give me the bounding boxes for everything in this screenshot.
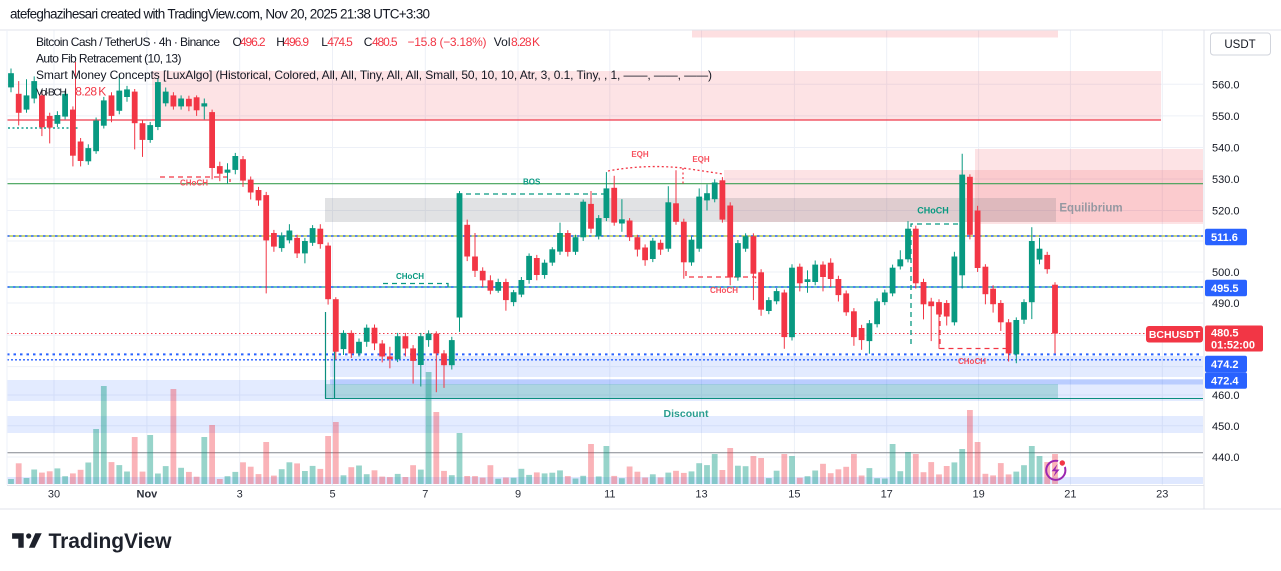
svg-text:CHoCH: CHoCH	[958, 357, 986, 366]
svg-text:Nov: Nov	[137, 489, 159, 501]
svg-text:21: 21	[1064, 489, 1076, 501]
svg-text:CHoCH: CHoCH	[396, 272, 424, 281]
svg-text:17: 17	[881, 489, 893, 501]
svg-text:30: 30	[48, 489, 60, 501]
svg-text:Bitcoin Cash / TetherUS · 4h ·: Bitcoin Cash / TetherUS · 4h · Binance	[36, 35, 220, 49]
svg-text:480.5: 480.5	[1211, 328, 1239, 340]
svg-text:11: 11	[604, 489, 615, 501]
svg-text:511.6: 511.6	[1211, 232, 1238, 244]
svg-text:CHoCH: CHoCH	[917, 206, 949, 216]
svg-text:Auto Fib Retracement (10, 13): Auto Fib Retracement (10, 13)	[36, 52, 182, 66]
svg-text:Vol·BCH: Vol·BCH	[36, 87, 67, 99]
svg-text:496.9: 496.9	[284, 35, 310, 49]
svg-text:490.0: 490.0	[1212, 298, 1240, 310]
svg-text:Smart Money Concepts [LuxAlgo]: Smart Money Concepts [LuxAlgo] (Historic…	[36, 68, 712, 82]
svg-text:USDT: USDT	[1224, 39, 1255, 51]
svg-text:19: 19	[972, 489, 984, 501]
svg-text:8.28 K: 8.28 K	[511, 35, 540, 49]
svg-text:5: 5	[329, 489, 335, 501]
svg-text:EQH: EQH	[692, 155, 710, 164]
svg-text:500.0: 500.0	[1212, 267, 1240, 279]
svg-text:3: 3	[237, 489, 243, 501]
svg-text:BOS: BOS	[523, 178, 541, 187]
svg-text:Vol: Vol	[494, 35, 511, 49]
svg-text:Discount: Discount	[664, 408, 709, 420]
svg-text:Equilibrium: Equilibrium	[1059, 203, 1122, 215]
svg-text:474.2: 474.2	[1211, 359, 1239, 371]
svg-text:472.4: 472.4	[1211, 376, 1239, 388]
svg-text:474.5: 474.5	[327, 35, 353, 49]
svg-text:atefeghazihesari created with: atefeghazihesari created with TradingVie…	[10, 7, 430, 22]
svg-text:480.5: 480.5	[372, 35, 398, 49]
svg-text:7: 7	[422, 489, 428, 501]
svg-text:01:52:00: 01:52:00	[1211, 340, 1255, 352]
svg-text:530.0: 530.0	[1212, 174, 1240, 186]
svg-text:−15.8 (−3.18%): −15.8 (−3.18%)	[408, 35, 487, 49]
svg-text:O: O	[233, 35, 242, 49]
svg-text:EQH: EQH	[631, 150, 649, 159]
svg-text:495.5: 495.5	[1211, 283, 1239, 295]
svg-text:550.0: 550.0	[1212, 111, 1240, 123]
svg-text:520.0: 520.0	[1212, 206, 1240, 218]
svg-text:13: 13	[695, 489, 707, 501]
svg-text:23: 23	[1156, 489, 1168, 501]
svg-text:L: L	[321, 35, 328, 49]
svg-text:15: 15	[788, 489, 800, 501]
svg-text:440.0: 440.0	[1212, 452, 1240, 464]
svg-text:BCHUSDT: BCHUSDT	[1149, 329, 1201, 341]
svg-text:CHoCH: CHoCH	[710, 286, 738, 295]
svg-text:460.0: 460.0	[1212, 390, 1240, 402]
svg-text:9: 9	[515, 489, 521, 501]
svg-text:CHoCH: CHoCH	[180, 179, 208, 188]
svg-text:H: H	[276, 35, 285, 49]
svg-text:450.0: 450.0	[1212, 421, 1240, 433]
svg-text:496.2: 496.2	[240, 35, 266, 49]
svg-text:C: C	[364, 35, 373, 49]
svg-text:8.28 K: 8.28 K	[75, 85, 106, 99]
svg-text:560.0: 560.0	[1212, 79, 1240, 91]
svg-text:540.0: 540.0	[1212, 143, 1240, 155]
svg-text:TradingView: TradingView	[49, 530, 173, 553]
